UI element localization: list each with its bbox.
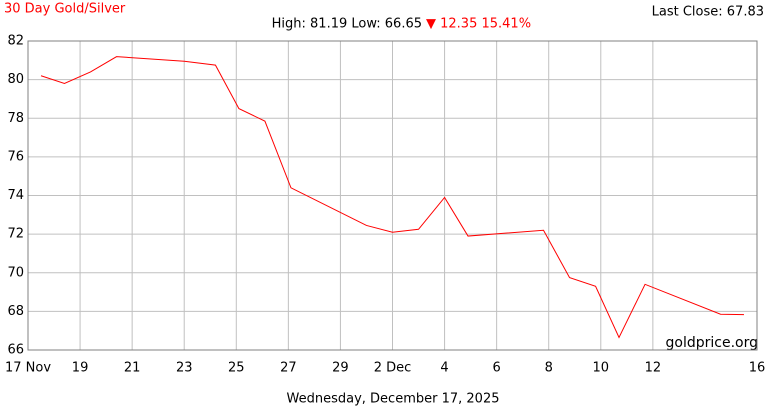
x-tick-label: 19 [72, 361, 89, 376]
x-axis-label: Wednesday, December 17, 2025 [287, 392, 500, 407]
x-tick-label: 25 [228, 361, 245, 376]
line-series [40, 56, 744, 339]
y-tick-label: 78 [7, 111, 24, 126]
stats: High: 81.19 Low: 66.65 [272, 17, 422, 32]
x-tick-label: 4 [440, 361, 448, 376]
x-tick-label: 23 [176, 361, 193, 376]
x-tick-label: 21 [124, 361, 141, 376]
x-tick-label: 16 [749, 361, 766, 376]
y-tick-label: 72 [7, 227, 24, 242]
x-tick-label: 8 [545, 361, 553, 376]
x-tick-label: 10 [593, 361, 610, 376]
x-tick-label: 17 Nov [5, 361, 51, 376]
change: ▼ 12.35 15.41% [426, 17, 531, 32]
y-tick-label: 82 [7, 34, 24, 49]
y-tick-label: 76 [7, 149, 24, 164]
x-tick-label: 6 [493, 361, 501, 376]
y-tick-label: 80 [7, 72, 24, 87]
y-tick-label: 74 [7, 188, 24, 203]
y-tick-label: 68 [7, 304, 24, 319]
y-tick-label: 70 [7, 265, 24, 280]
x-tick-label: 2 Dec [374, 361, 412, 376]
y-tick-label: 66 [7, 343, 24, 358]
x-tick-label: 12 [645, 361, 662, 376]
last-close: Last Close: 67.83 [652, 5, 764, 20]
x-tick-label: 29 [332, 361, 349, 376]
x-tick-label: 27 [280, 361, 297, 376]
plot-border [27, 40, 758, 351]
chart-title: 30 Day Gold/Silver [4, 2, 126, 17]
watermark: goldprice.org [666, 335, 758, 351]
